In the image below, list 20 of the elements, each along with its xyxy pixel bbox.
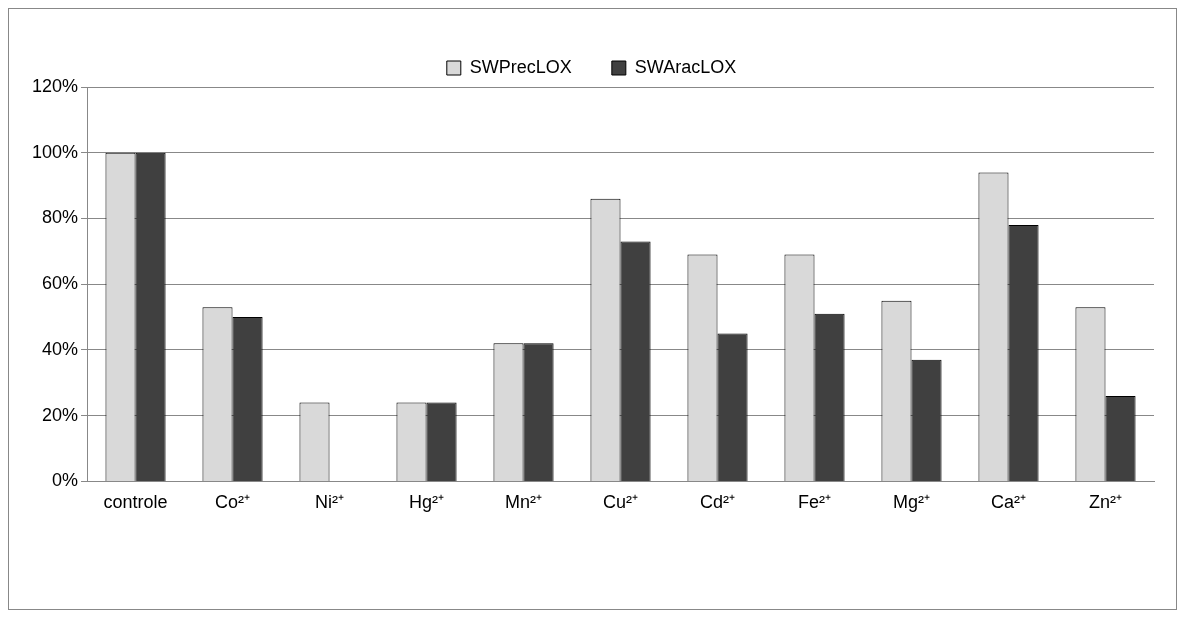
x-tick-label: Fe²⁺ (798, 492, 832, 513)
x-tick-label: Mg²⁺ (893, 492, 931, 513)
x-tick-label: Ca²⁺ (991, 492, 1027, 513)
x-tick-label: Ni²⁺ (315, 492, 345, 513)
y-tick-label: 80% (42, 207, 79, 228)
y-tick-label: 120% (31, 75, 79, 96)
x-tick-label: Co²⁺ (215, 492, 251, 513)
x-tick-label: controle (103, 492, 168, 513)
x-tick-label: Cu²⁺ (603, 492, 639, 513)
x-tick-label: Zn²⁺ (1089, 492, 1122, 513)
x-tick-label: Mn²⁺ (505, 492, 543, 513)
x-tick-label: Hg²⁺ (409, 492, 445, 513)
y-tick-label: 20% (42, 404, 79, 425)
y-tick-label: 60% (42, 273, 79, 294)
x-tick-label: Cd²⁺ (700, 492, 736, 513)
y-tick-label: 100% (31, 141, 79, 162)
y-tick-label: 0% (52, 470, 79, 491)
legend-label: SWAracLOX (634, 56, 737, 77)
y-tick-label: 40% (42, 338, 79, 359)
legend-label: SWPrecLOX (469, 56, 572, 77)
